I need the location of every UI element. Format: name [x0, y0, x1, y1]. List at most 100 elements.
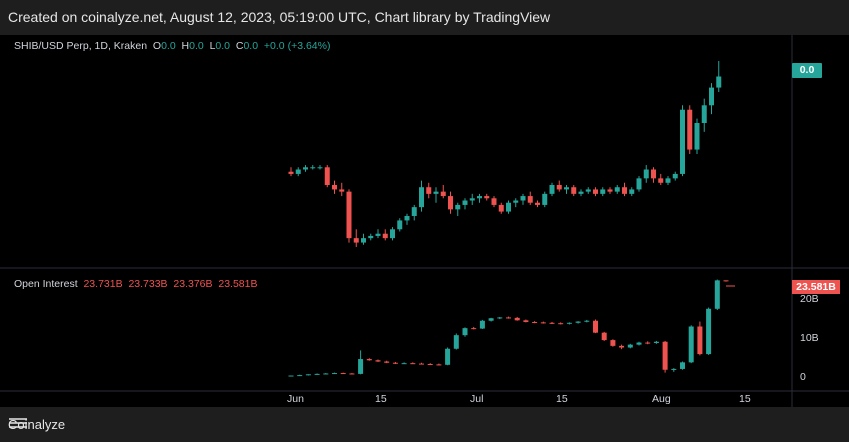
price-candle [339, 182, 345, 197]
oi-candle [680, 361, 685, 370]
price-candle [419, 180, 424, 212]
price-candle [643, 165, 649, 183]
time-tick-jul: Jul [470, 393, 484, 405]
price-candle [614, 185, 620, 194]
oi-candle [540, 321, 546, 324]
oi-candle [297, 374, 303, 377]
price-candle [578, 189, 584, 197]
price-candle [375, 229, 381, 239]
oi-candle [305, 374, 311, 376]
oi-candle [723, 280, 729, 282]
price-candle [404, 213, 410, 225]
legend-low: 0.0 [215, 40, 231, 52]
price-candle [680, 105, 685, 177]
coinalyze-logo-icon [9, 418, 27, 428]
time-tick-jun-15: 15 [375, 393, 387, 405]
price-candle [593, 187, 598, 197]
price-candle [469, 193, 475, 205]
oi-value-2: 23.733B [128, 278, 168, 290]
legend-change: +0.0 (+3.64%) [263, 40, 331, 52]
price-candle [701, 98, 707, 132]
oi-candle [593, 319, 598, 334]
price-candle [368, 233, 374, 241]
price-candle [346, 189, 352, 243]
legend-high: 0.0 [189, 40, 204, 52]
oi-candle [358, 350, 364, 375]
price-candle [506, 200, 511, 214]
oi-candle [549, 321, 555, 325]
oi-candles [288, 279, 729, 377]
price-candle [694, 118, 700, 154]
price-candle [658, 173, 664, 185]
oi-axis-tick-10b: 10B [800, 332, 819, 344]
price-candle [600, 187, 606, 197]
price-candle [303, 165, 308, 172]
price-candle [513, 198, 519, 208]
oi-legend: Open Interest 23.731B 23.733B 23.376B 23… [14, 278, 258, 290]
price-candle [716, 61, 722, 92]
oi-candle [392, 361, 398, 364]
price-candle [448, 191, 453, 214]
oi-value-1: 23.731B [83, 278, 123, 290]
oi-candle [384, 360, 390, 364]
price-legend: SHIB/USD Perp, 1D, Kraken O0.0 H0.0 L0.0… [14, 40, 331, 52]
oi-candle [532, 321, 538, 324]
price-candle [651, 167, 656, 183]
price-candle [622, 182, 627, 197]
oi-candle [645, 341, 651, 345]
price-candle [324, 165, 330, 188]
price-candle [687, 105, 693, 154]
oi-candle [427, 363, 433, 365]
price-candle [361, 233, 366, 245]
price-candle [636, 176, 642, 192]
chart-footer: Coinalyze [0, 407, 849, 442]
price-candle [317, 165, 323, 170]
price-candle [477, 193, 482, 203]
coinalyze-brand[interactable]: Coinalyze [8, 417, 65, 432]
price-candle [455, 202, 461, 216]
price-candle [672, 171, 678, 181]
price-candle [556, 180, 562, 192]
legend-close: 0.0 [243, 40, 259, 52]
price-candle [564, 185, 569, 194]
oi-candle [410, 362, 416, 365]
chart-area[interactable]: SHIB/USD Perp, 1D, Kraken O0.0 H0.0 L0.0… [0, 35, 849, 407]
price-candle [332, 180, 337, 194]
oi-candle [688, 325, 694, 364]
created-on-text: Created on coinalyze.net, August 12, 202… [8, 9, 551, 25]
price-candle [310, 165, 316, 170]
oi-candle [671, 368, 677, 372]
chart-canvas[interactable] [0, 35, 849, 407]
oi-candle [453, 333, 459, 350]
price-candle [665, 176, 671, 185]
oi-candle [366, 358, 372, 361]
price-candle [462, 198, 468, 210]
oi-candle [714, 279, 720, 311]
price-candle [542, 191, 548, 208]
price-candle [288, 167, 294, 177]
chart-header: Created on coinalyze.net, August 12, 202… [0, 0, 849, 35]
price-candle [295, 167, 301, 177]
price-candle [382, 229, 388, 241]
oi-candle [653, 340, 659, 344]
price-candle [426, 182, 432, 199]
symbol-label: SHIB/USD Perp, 1D, Kraken [14, 40, 148, 52]
price-candle [607, 187, 613, 194]
price-candle [397, 218, 403, 232]
oi-candle [375, 359, 381, 362]
oi-candle [514, 317, 520, 321]
oi-candle [419, 362, 424, 365]
price-candle [498, 202, 504, 214]
oi-candle [314, 373, 320, 375]
oi-candle [349, 373, 355, 375]
oi-candle [471, 326, 477, 330]
oi-candle [479, 319, 485, 329]
price-candle [411, 204, 417, 221]
time-tick-jul-15: 15 [556, 393, 568, 405]
price-candle [585, 187, 591, 194]
legend-open: 0.0 [161, 40, 176, 52]
oi-candle [340, 372, 346, 375]
price-candle [709, 83, 714, 115]
oi-last-tag: 23.581B [792, 280, 840, 294]
oi-candle [619, 344, 625, 350]
